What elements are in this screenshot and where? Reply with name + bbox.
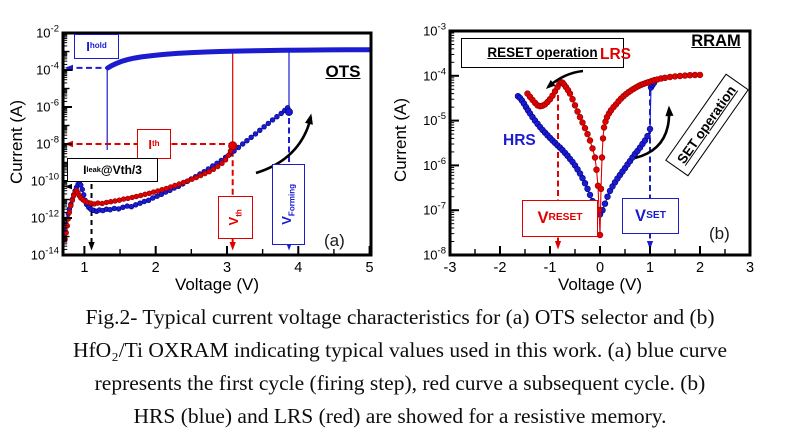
series-hrs [514,79,658,218]
vforming-sub: Forming [287,184,297,217]
svg-text:-2: -2 [494,260,507,276]
svg-text:10-6: 10-6 [36,98,59,115]
lrs-label: LRS [600,47,631,63]
vth-annotation: Vth [218,196,253,239]
vth-rotated-text: Vth [226,209,244,226]
svg-text:10-2: 10-2 [36,24,59,41]
svg-text:10-3: 10-3 [423,22,446,39]
figure-caption: Fig.2- Typical current voltage character… [0,301,800,433]
vforming-annotation: VForming [272,164,305,245]
panel-b-corner-text: (b) [709,224,730,243]
vreset-main: V [537,209,549,228]
hrs-label: HRS [503,133,536,149]
svg-text:5: 5 [366,260,374,276]
series-first-cycle-on-state-plateau [105,47,373,71]
ith-sub: th [152,138,160,148]
svg-text:2: 2 [696,260,704,276]
svg-text:10-8: 10-8 [36,135,59,152]
series-subsequent-cycle [62,143,236,243]
ith-main: I [148,136,152,152]
svg-text:3: 3 [223,260,231,276]
svg-text:4: 4 [294,260,302,276]
panel-a-guides [64,50,293,251]
lrs-text: LRS [600,46,631,63]
axes: 10-2 10-4 10-6 10-8 10-10 10-12 10-14 1 2 3 4 5 [31,24,374,277]
ileak-rest: @Vth/3 [100,163,142,177]
vset-sub: SET [646,209,666,221]
ileak-sub: leak [86,165,101,175]
svg-text:10-8: 10-8 [423,246,446,263]
caption-line: Fig.2- Typical current voltage character… [85,305,715,329]
svg-text:10-10: 10-10 [31,172,59,189]
svg-text:10-12: 10-12 [31,209,59,226]
panel-a-direction-arrow [255,113,313,175]
panel-b-title-text: RRAM [691,32,741,50]
panel-b-xlabel: Voltage (V) [515,275,685,295]
series-lrs [524,71,704,239]
caption-line: represents the first cycle (firing step)… [94,371,706,395]
svg-text:10-7: 10-7 [423,201,446,218]
panel-b-corner-label: (b) [709,224,730,244]
panel-a-title-text: OTS [325,62,361,81]
ihold-main: I [86,39,90,54]
panel-a-xlabel: Voltage (V) [132,275,302,295]
panel-b-xlabel-text: Voltage (V) [557,275,643,294]
ileak-main: I [83,163,87,177]
reset-operation-annotation: RESET operation [461,38,624,68]
vforming-main: V [279,216,295,225]
reset-operation-text: RESET operation [487,45,598,61]
svg-text:10-14: 10-14 [31,246,59,263]
panel-a-ylabel-text: Current (A) [7,99,26,185]
vset-main: V [635,206,647,225]
svg-text:10-4: 10-4 [36,61,59,78]
svg-text:3: 3 [746,260,754,276]
panel-b-ylabel-text: Current (A) [391,97,410,183]
panel-a-ylabel: Current (A) [7,62,27,222]
svg-text:-1: -1 [544,260,557,276]
svg-text:10-6: 10-6 [423,156,446,173]
vreset-sub: RESET [548,212,583,224]
vforming-rotated-text: VForming [279,184,297,225]
panel-a: 10-2 10-4 10-6 10-8 10-10 10-12 10-14 1 2 3 4 5 [31,24,374,277]
panel-b-title: RRAM [683,33,749,50]
caption-line: HRS (blue) and LRS (red) are showed for … [133,404,667,428]
svg-text:1: 1 [80,260,88,276]
vset-annotation: V SET [622,198,679,234]
vreset-annotation: V RESET [522,200,598,237]
vth-sub: th [234,209,244,217]
panel-b-ylabel: Current (A) [391,60,411,220]
caption-line: HfO₂/Ti OXRAM indicating typical values … [73,338,727,362]
panel-a-corner-label: (a) [324,231,345,251]
svg-text:0: 0 [596,260,604,276]
panel-b-direction-arrows [545,69,674,160]
hrs-text: HRS [503,132,536,149]
vth-main: V [226,216,242,226]
svg-text:2: 2 [152,260,160,276]
svg-text:10-5: 10-5 [423,111,446,128]
panel-a-xlabel-text: Voltage (V) [174,275,260,294]
panel-a-title: OTS [317,63,369,80]
ihold-sub: hold [89,41,107,51]
panel-a-corner-text: (a) [324,231,345,250]
svg-text:-3: -3 [444,260,457,276]
svg-text:1: 1 [646,260,654,276]
svg-text:10-4: 10-4 [423,66,446,83]
